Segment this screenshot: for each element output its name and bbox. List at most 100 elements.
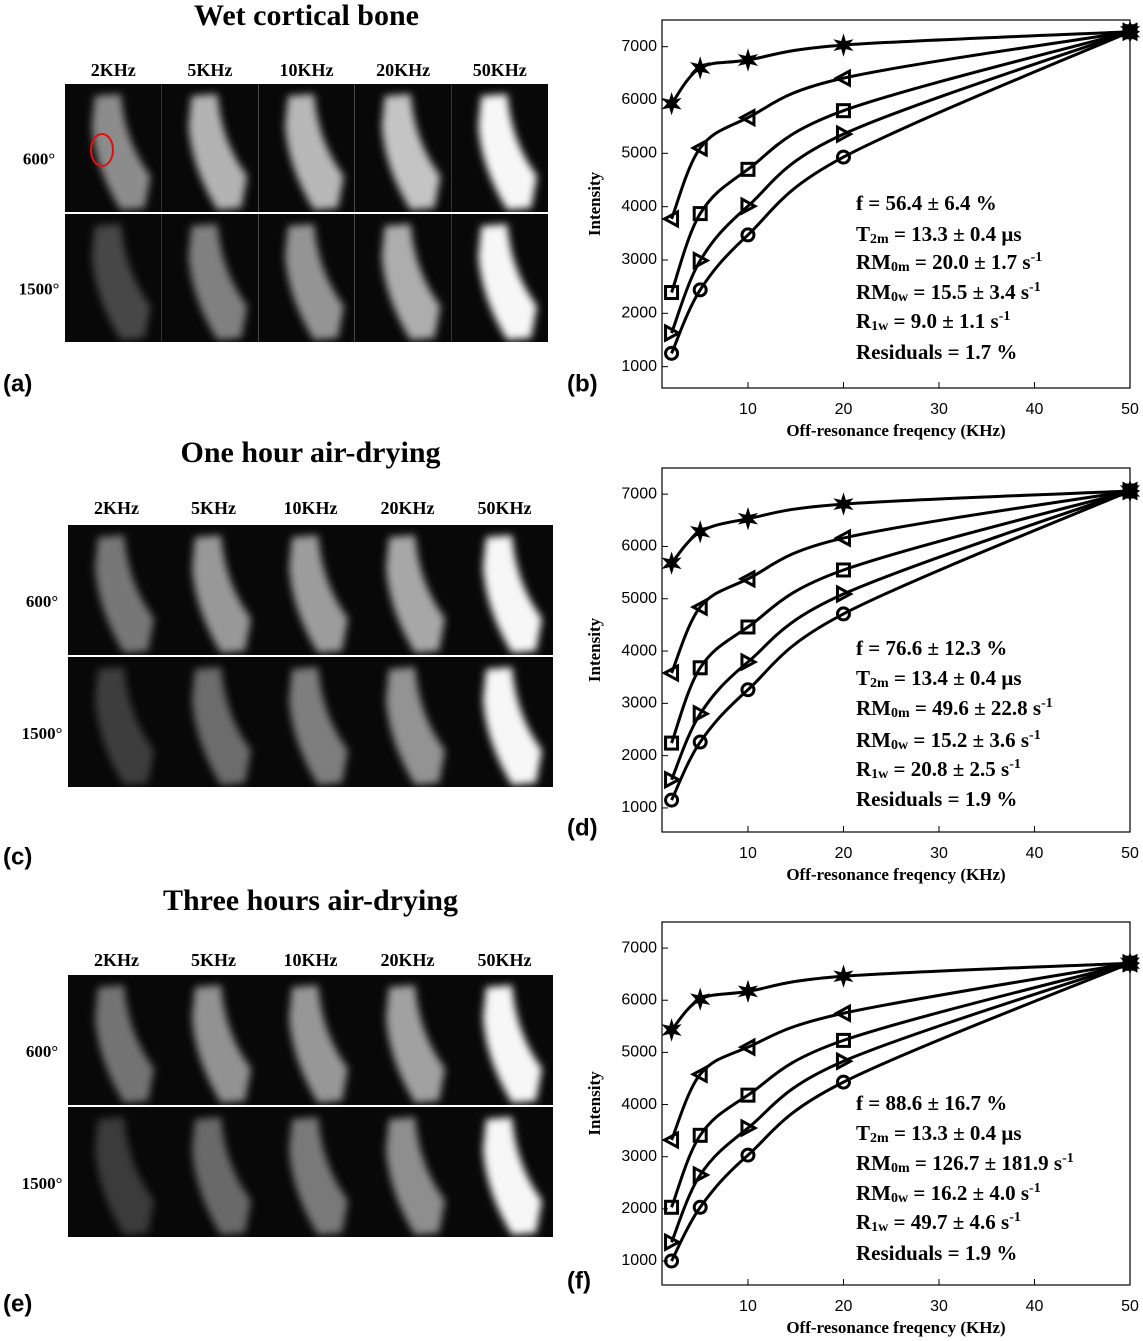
fit-curve: [670, 30, 1131, 334]
marker: [661, 91, 682, 116]
annotation-part: 0m: [891, 260, 910, 275]
panel-title: Three hours air-drying: [163, 884, 458, 917]
marker: [692, 251, 711, 271]
marker: [661, 1130, 680, 1150]
marker: [835, 584, 854, 604]
fit-annotation: f = 56.4 ± 6.4 %: [856, 191, 997, 215]
mri-image: [65, 84, 162, 212]
annotation-part: RM: [856, 1151, 891, 1175]
row-label: 1500°: [22, 1174, 63, 1193]
mri-image: [262, 525, 359, 655]
x-tick-label: 50: [1121, 1298, 1139, 1315]
mri-image: [359, 525, 456, 655]
marker: [737, 506, 759, 531]
y-tick-label: 6000: [621, 538, 657, 555]
annotation-part: 2m: [870, 232, 889, 247]
marker: [737, 979, 759, 1004]
marker: [664, 770, 682, 790]
fit-annotation: Residuals = 1.9 %: [856, 1241, 1017, 1265]
annotation-part: -1: [1029, 1181, 1041, 1196]
fit-annotation: T2m = 13.3 ± 0.4 μs: [856, 1121, 1022, 1147]
marker: [690, 56, 711, 80]
mri-image: [451, 84, 548, 212]
annotation-part: 0w: [891, 738, 909, 753]
marker: [1119, 479, 1141, 503]
marker: [1122, 24, 1138, 40]
y-tick-label: 1000: [621, 358, 657, 375]
marker: [833, 964, 854, 988]
fit-curve: [670, 961, 1131, 1262]
y-tick-label: 4000: [621, 198, 657, 215]
fit-curve: [670, 489, 1131, 674]
panel-title: Wet cortical bone: [194, 0, 419, 32]
fit-annotation: RM0w = 15.2 ± 3.6 s-1: [856, 728, 1041, 754]
column-label: 50KHz: [473, 60, 527, 80]
annotation-part: = 13.3 ± 0.4 μs: [889, 1121, 1022, 1145]
y-tick-label: 6000: [621, 991, 657, 1008]
annotation-part: 2m: [870, 1131, 889, 1146]
mri-image: [165, 657, 262, 787]
marker: [835, 124, 854, 144]
x-axis-label: Off-resonance freqency (KHz): [786, 1318, 1005, 1337]
marker: [833, 1003, 851, 1023]
marker: [737, 569, 756, 589]
fit-curve: [670, 30, 1131, 294]
row-label: 600°: [26, 592, 58, 611]
annotation-part: = 9.0 ± 1.1 s: [888, 309, 998, 333]
mri-image: [456, 657, 553, 787]
marker: [692, 734, 708, 750]
row-label: 1500°: [19, 280, 60, 299]
x-tick-label: 30: [930, 1298, 948, 1315]
y-axis-label: Intensity: [585, 1071, 604, 1136]
y-tick-label: 3000: [621, 695, 657, 712]
marker: [661, 1018, 682, 1042]
mri-image: [262, 1107, 359, 1237]
y-tick-label: 2000: [621, 747, 657, 764]
marker: [740, 682, 756, 698]
mri-image: [161, 214, 259, 342]
y-tick-label: 2000: [621, 1200, 657, 1217]
y-tick-label: 5000: [621, 590, 657, 607]
marker: [692, 282, 708, 298]
fit-annotation: R1w = 9.0 ± 1.1 s-1: [856, 309, 1010, 335]
annotation-part: f = 88.6 ± 16.7 %: [856, 1091, 1007, 1115]
plot-frame: [661, 467, 1131, 833]
marker: [833, 492, 854, 516]
annotation-part: = 13.4 ± 0.4 μs: [889, 666, 1022, 690]
fit-annotation: R1w = 20.8 ± 2.5 s-1: [856, 757, 1021, 783]
y-axis-label: Intensity: [585, 617, 604, 682]
column-label: 5KHz: [191, 950, 236, 970]
column-label: 50KHz: [478, 498, 532, 518]
mri-image: [68, 657, 165, 787]
marker: [1119, 19, 1141, 44]
annotation-part: Residuals = 1.9 %: [856, 1241, 1017, 1265]
x-tick-label: 20: [835, 1298, 853, 1315]
x-tick-label: 40: [1026, 845, 1044, 862]
marker: [737, 48, 759, 72]
annotation-part: -1: [1041, 696, 1053, 711]
fit-curve: [670, 489, 1131, 744]
fit-annotation: Residuals = 1.9 %: [856, 787, 1017, 811]
annotation-part: 1w: [871, 319, 889, 334]
annotation-part: -1: [1031, 250, 1043, 265]
marker: [692, 1165, 711, 1185]
x-tick-label: 40: [1026, 401, 1044, 418]
column-label: 2KHz: [94, 498, 139, 518]
column-label: 10KHz: [284, 950, 338, 970]
marker: [740, 196, 759, 216]
marker: [664, 1199, 680, 1215]
marker: [835, 562, 851, 578]
fit-annotation: RM0m = 49.6 ± 22.8 s-1: [856, 696, 1053, 722]
column-label: 5KHz: [187, 60, 232, 80]
y-tick-label: 5000: [621, 1044, 657, 1061]
marker: [835, 1032, 851, 1048]
marker: [740, 1087, 756, 1103]
fit-annotation: T2m = 13.3 ± 0.4 μs: [856, 222, 1022, 248]
annotation-part: = 15.5 ± 3.4 s: [908, 280, 1029, 304]
fit-annotation: T2m = 13.4 ± 0.4 μs: [856, 666, 1022, 692]
y-tick-label: 5000: [621, 145, 657, 162]
panel-label: (f): [567, 1267, 591, 1294]
annotation-part: T: [856, 222, 870, 246]
annotation-part: RM: [856, 1181, 891, 1205]
